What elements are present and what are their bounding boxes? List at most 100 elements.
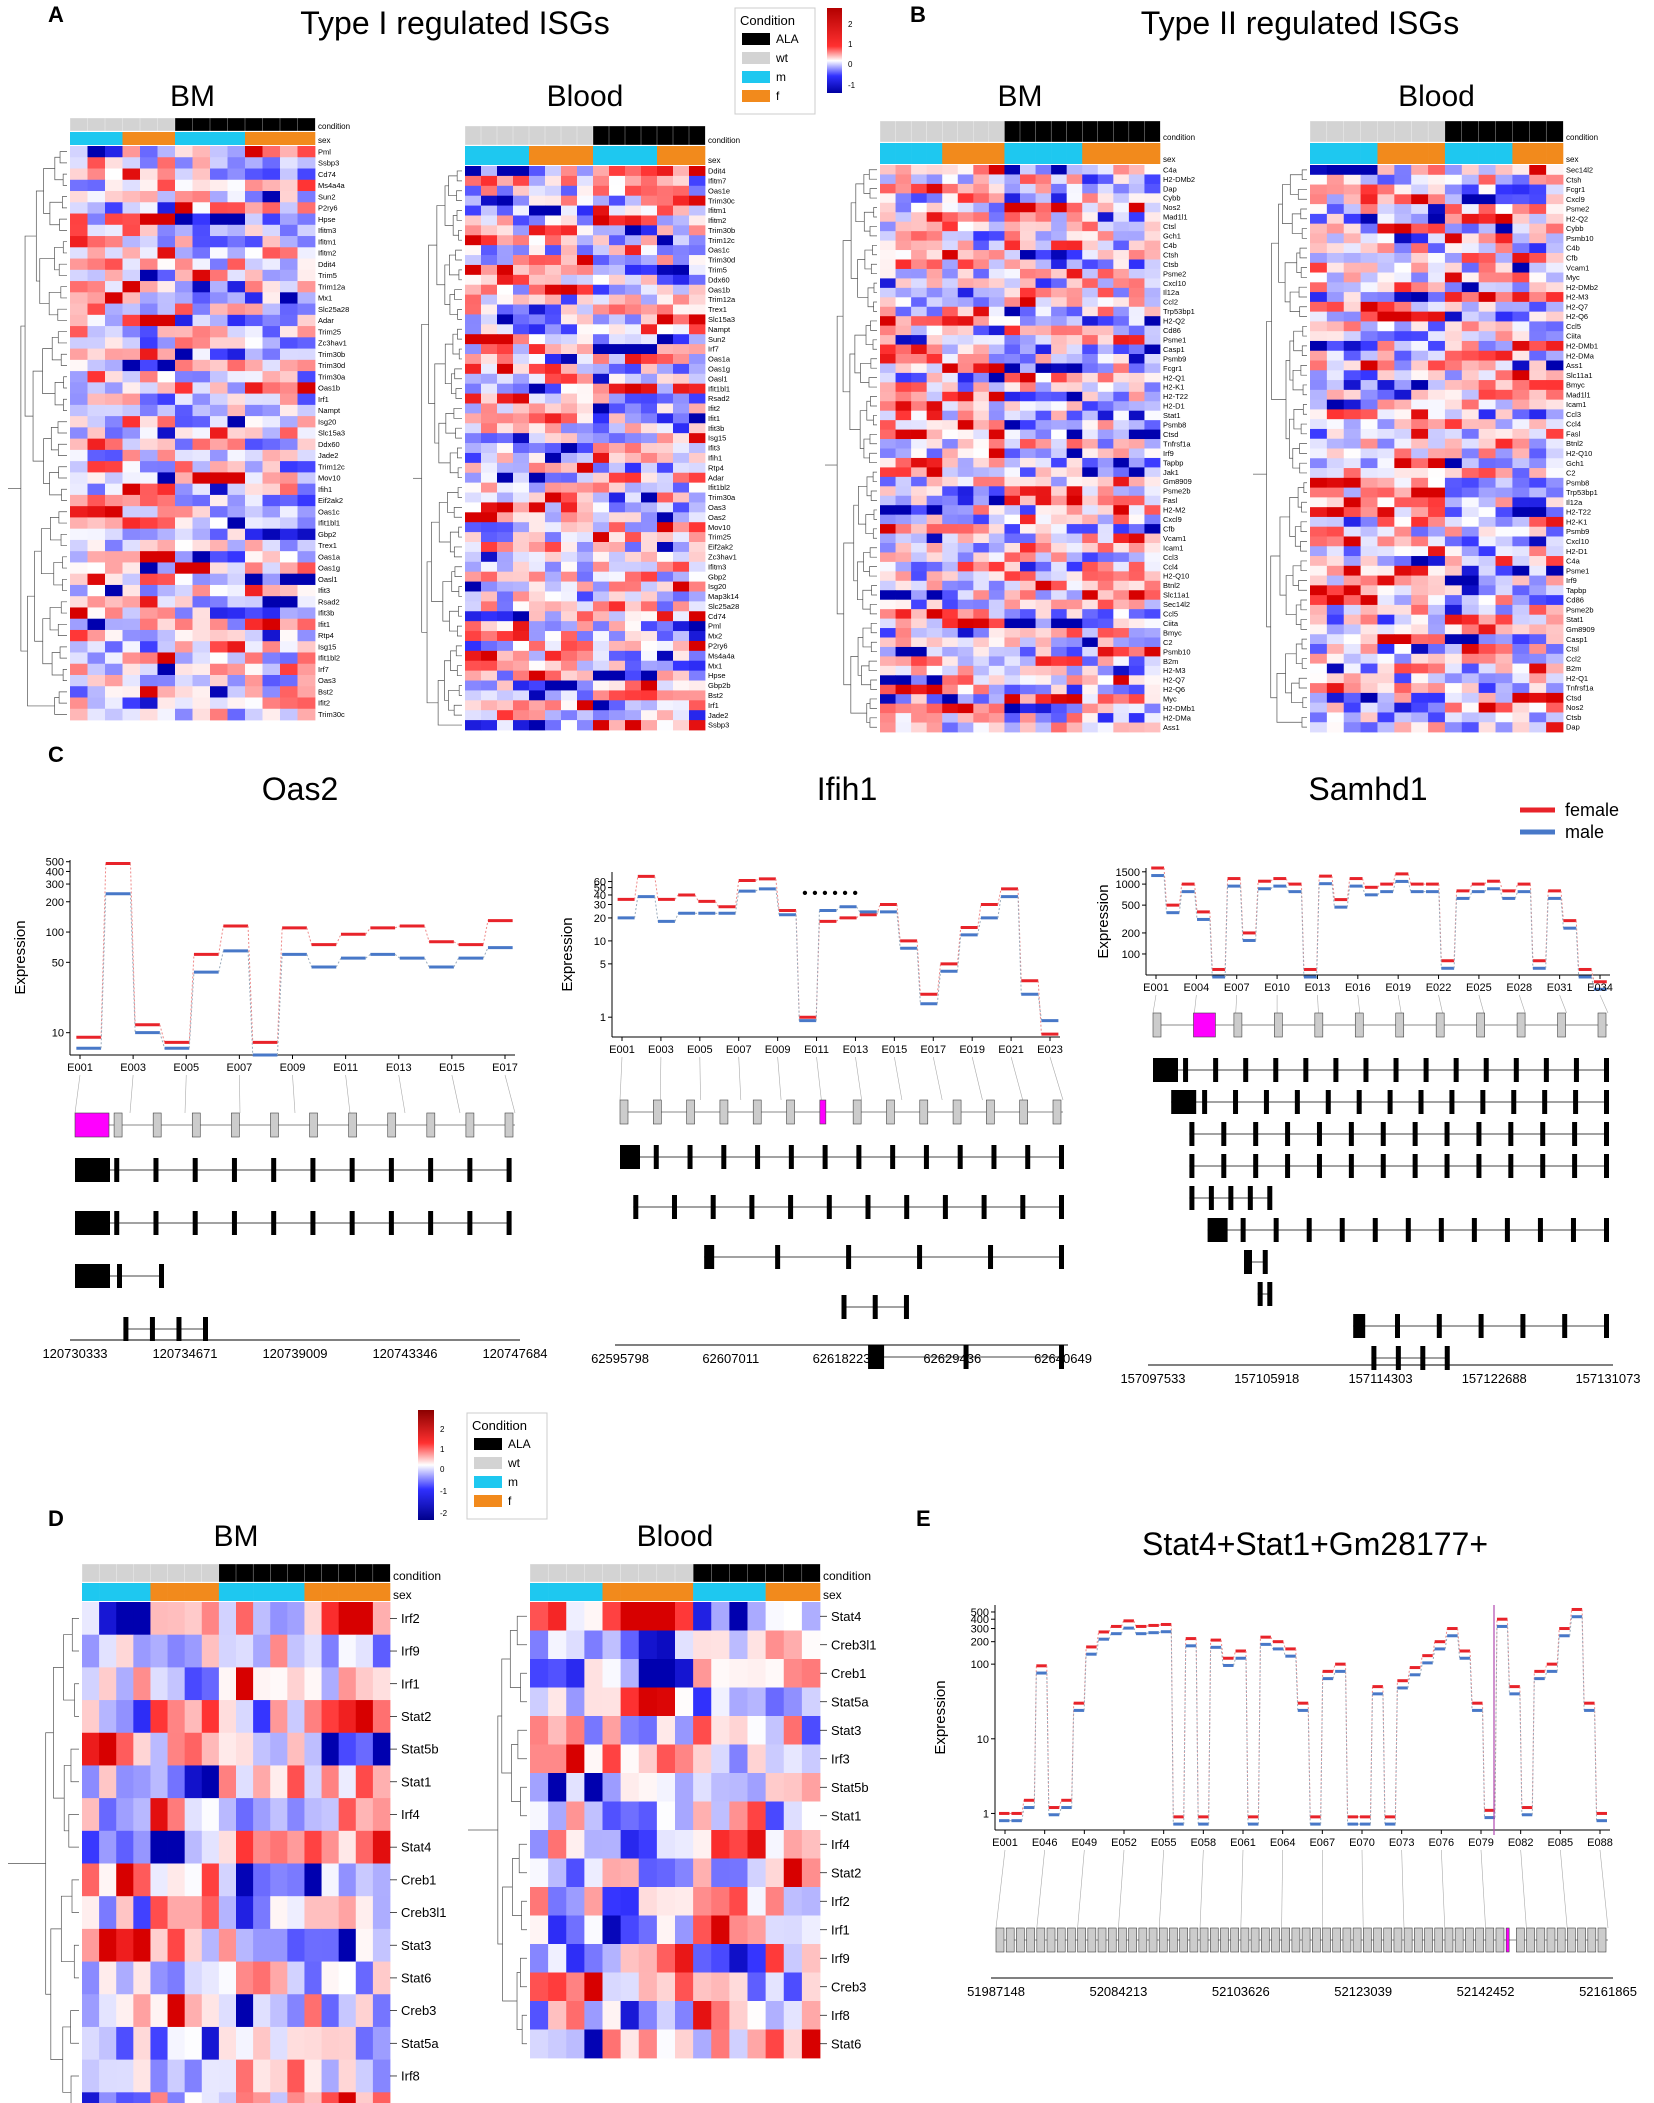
- heatmap-cell: [87, 641, 106, 653]
- heatmap-cell: [1035, 212, 1052, 223]
- heatmap-cell: [465, 462, 482, 474]
- heatmap-cell: [593, 304, 610, 315]
- exon-connector: [306, 954, 313, 968]
- heatmap-cell: [529, 650, 546, 662]
- heatmap-cell: [895, 410, 912, 421]
- heatmap-cell: [673, 354, 690, 365]
- heatmap-cell: [545, 581, 562, 592]
- heatmap-cell: [372, 1700, 391, 1734]
- heatmap-cell: [227, 236, 246, 248]
- dendrogram-branch: [1301, 169, 1307, 181]
- annotation-condition-cell: [227, 117, 246, 132]
- heatmap-cell: [673, 423, 690, 434]
- heatmap-cell: [988, 514, 1005, 525]
- heatmap-cell: [372, 1602, 391, 1636]
- heatmap-cell: [1004, 495, 1021, 506]
- heatmap-cell: [673, 640, 690, 652]
- heatmap-cell: [638, 1944, 658, 1973]
- heatmap-cell: [1428, 165, 1446, 176]
- heatmap-cell: [1529, 614, 1547, 625]
- legend-swatch-ala: [742, 33, 770, 45]
- dendrogram-branch: [862, 627, 872, 648]
- heatmap-cell: [1394, 722, 1412, 733]
- heatmap-cell: [245, 427, 263, 440]
- heatmap-cell: [602, 1716, 622, 1745]
- heatmap-cell: [297, 551, 316, 563]
- heatmap-cell: [465, 314, 482, 325]
- heatmap-cell: [1082, 410, 1099, 421]
- heatmap-cell: [1004, 580, 1021, 591]
- heatmap-cell: [1444, 331, 1463, 342]
- heatmap-cell: [1310, 438, 1328, 449]
- heatmap-cell: [942, 401, 959, 412]
- heatmap-cell: [1051, 533, 1068, 544]
- heatmap-cell: [1478, 585, 1496, 596]
- dendrogram-branch: [54, 156, 64, 181]
- heatmap-cell: [1310, 468, 1328, 479]
- dendrogram-branch: [521, 2014, 527, 2045]
- annotation-condition-cell: [910, 120, 928, 143]
- heatmap-cell: [1051, 713, 1068, 723]
- heatmap-cell: [548, 1887, 567, 1916]
- heatmap-cell: [497, 304, 514, 315]
- dendrogram-branch: [448, 690, 460, 711]
- heatmap-cell: [87, 213, 106, 226]
- heatmap-cell: [105, 348, 123, 361]
- heatmap-cell: [1051, 268, 1068, 279]
- heatmap-cell: [566, 1659, 585, 1688]
- heatmap-cell: [1512, 624, 1530, 635]
- heatmap-cell: [210, 337, 228, 349]
- heatmap-cell: [304, 1634, 322, 1668]
- heatmap-cell: [175, 427, 193, 440]
- heatmap-cell: [465, 205, 482, 216]
- heatmap-cell: [297, 213, 316, 226]
- heatmap-row-label: Ifitm3: [318, 226, 336, 235]
- heatmap-row-label: Stat1: [1163, 411, 1181, 420]
- heatmap-cell: [1310, 692, 1328, 704]
- heatmap-cell: [1051, 240, 1068, 251]
- heatmap-cell: [988, 722, 1005, 733]
- heatmap-cell: [465, 680, 482, 691]
- annotation-sex-cell: [625, 146, 642, 165]
- heatmap-cell: [673, 720, 690, 731]
- heatmap-cell: [140, 179, 158, 192]
- heatmap-row-label: Isg20: [708, 582, 726, 591]
- heatmap-cell: [1444, 702, 1463, 713]
- heatmap-cell: [641, 462, 658, 474]
- heatmap-cell: [192, 382, 211, 395]
- heatmap-cell: [895, 694, 912, 705]
- heatmap-cell: [957, 278, 974, 289]
- heatmap-cell: [1360, 634, 1378, 645]
- heatmap-cell: [1478, 174, 1496, 185]
- dendrogram-branch: [865, 514, 874, 534]
- heatmap-cell: [338, 2059, 357, 2093]
- heatmap-cell: [1082, 609, 1099, 619]
- heatmap-cell: [926, 306, 943, 317]
- heatmap-cell: [545, 175, 562, 187]
- heatmap-cell: [1310, 174, 1328, 185]
- annotation-sex-cell: [1529, 143, 1547, 164]
- heatmap-cell: [584, 1687, 603, 1717]
- heatmap-cell: [689, 502, 706, 513]
- heatmap-cell: [99, 1994, 117, 2028]
- exon-connector: [482, 947, 489, 959]
- dendrogram-branch: [62, 241, 67, 254]
- dendrogram-branch: [1300, 541, 1307, 552]
- heatmap-cell: [1512, 644, 1530, 655]
- heatmap-cell: [641, 660, 658, 672]
- heatmap-cell: [529, 561, 546, 573]
- dendrogram-branch: [48, 291, 61, 316]
- dendrogram-branch: [1278, 203, 1286, 283]
- heatmap-cell: [1377, 360, 1395, 371]
- heatmap-cell: [545, 561, 562, 573]
- heatmap-cell: [150, 2059, 168, 2093]
- heatmap-cell: [122, 618, 141, 631]
- heatmap-cell: [1377, 272, 1395, 283]
- annotation-condition-cell: [167, 1563, 186, 1583]
- heatmap-cell: [192, 494, 211, 507]
- heatmap-cell: [880, 410, 896, 421]
- heatmap-cell: [911, 231, 928, 241]
- heatmap-cell: [175, 314, 193, 327]
- heatmap-cell: [926, 590, 943, 601]
- heatmap-cell: [122, 337, 141, 349]
